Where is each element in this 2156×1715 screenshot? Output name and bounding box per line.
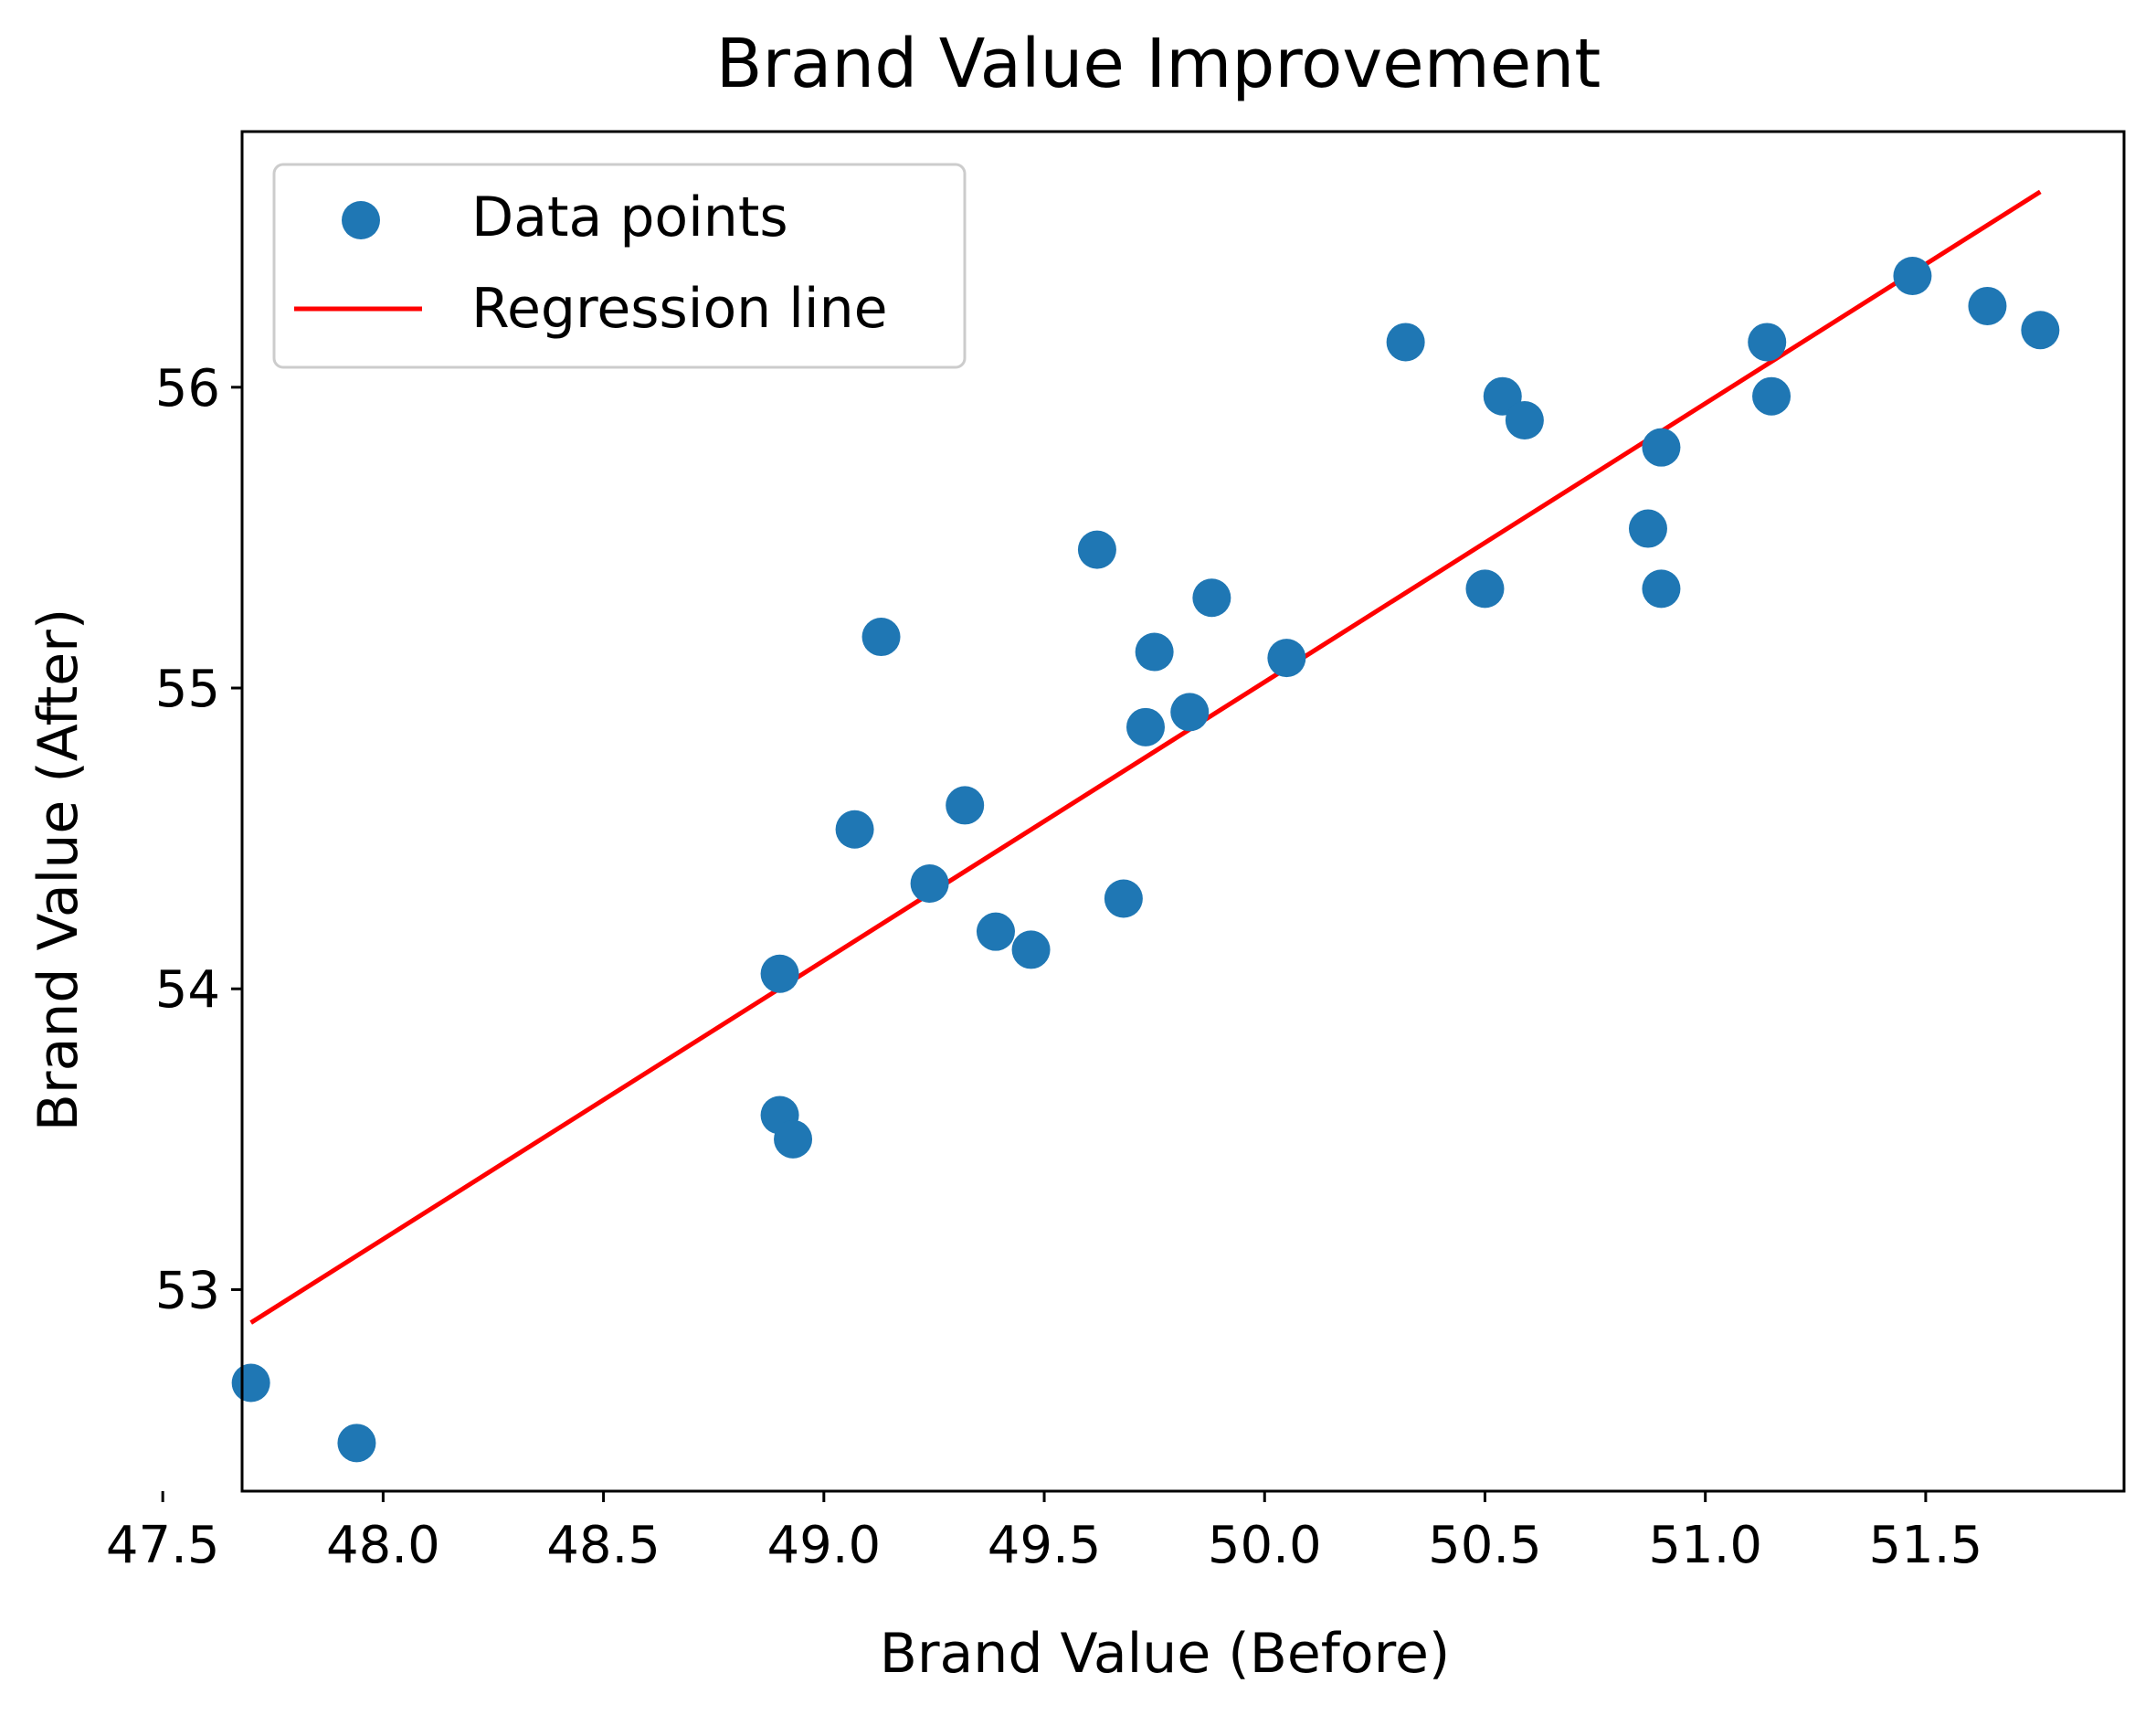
legend-marker-data-points [342,201,380,239]
x-tick-label: 50.0 [1208,1516,1322,1575]
legend-frame [272,163,967,369]
data-point [1642,428,1681,467]
data-point [2021,311,2060,350]
data-point [835,810,874,849]
data-point [1642,569,1681,609]
x-axis: 47.5 48.0 48.5 49.0 49.5 50.0 50.5 51.0 51.5 [106,1491,1982,1575]
x-tick-label: 47.5 [106,1516,220,1575]
data-point [910,864,949,904]
data-point [1968,286,2007,325]
regression-line [249,189,2042,1325]
data-point [1748,323,1787,362]
data-point [1386,323,1425,362]
x-tick-label: 48.0 [326,1516,440,1575]
y-axis-label: Brand Value (After) [26,609,90,1132]
axes-frame [240,130,2126,1493]
x-tick-label: 51.5 [1869,1516,1983,1575]
legend-label-data-points: Data points [471,185,788,249]
data-point [1505,401,1544,440]
chart-title: Brand Value Improvement [716,25,1601,103]
data-point [1170,693,1210,732]
legend: Data points Regression line [272,163,967,369]
data-point [1628,509,1667,548]
data-point [976,912,1015,951]
data-point [337,1424,376,1463]
data-point [861,618,901,657]
data-point [1011,930,1051,969]
data-point [1104,879,1143,918]
data-point [760,954,799,993]
data-point [1077,530,1116,569]
y-tick-label: 56 [155,359,220,418]
data-point [946,786,985,825]
data-point [231,1363,270,1403]
x-tick-label: 48.5 [546,1516,661,1575]
data-point [1465,569,1505,609]
y-axis: 53 54 55 56 [155,359,242,1320]
x-tick-label: 49.0 [766,1516,881,1575]
y-tick-label: 54 [155,960,220,1020]
data-point [1135,632,1174,672]
y-tick-label: 53 [155,1261,220,1320]
data-point [1752,376,1791,416]
data-point [1126,707,1165,746]
y-tick-label: 55 [155,660,220,719]
legend-label-regression-line: Regression line [471,277,888,341]
data-point [1893,257,1932,296]
data-point [1267,639,1306,678]
x-axis-label: Brand Value (Before) [880,1622,1451,1686]
data-point [774,1119,813,1159]
x-tick-label: 51.0 [1648,1516,1762,1575]
x-tick-label: 50.5 [1428,1516,1542,1575]
x-tick-label: 49.5 [988,1516,1102,1575]
data-point [1192,578,1231,618]
